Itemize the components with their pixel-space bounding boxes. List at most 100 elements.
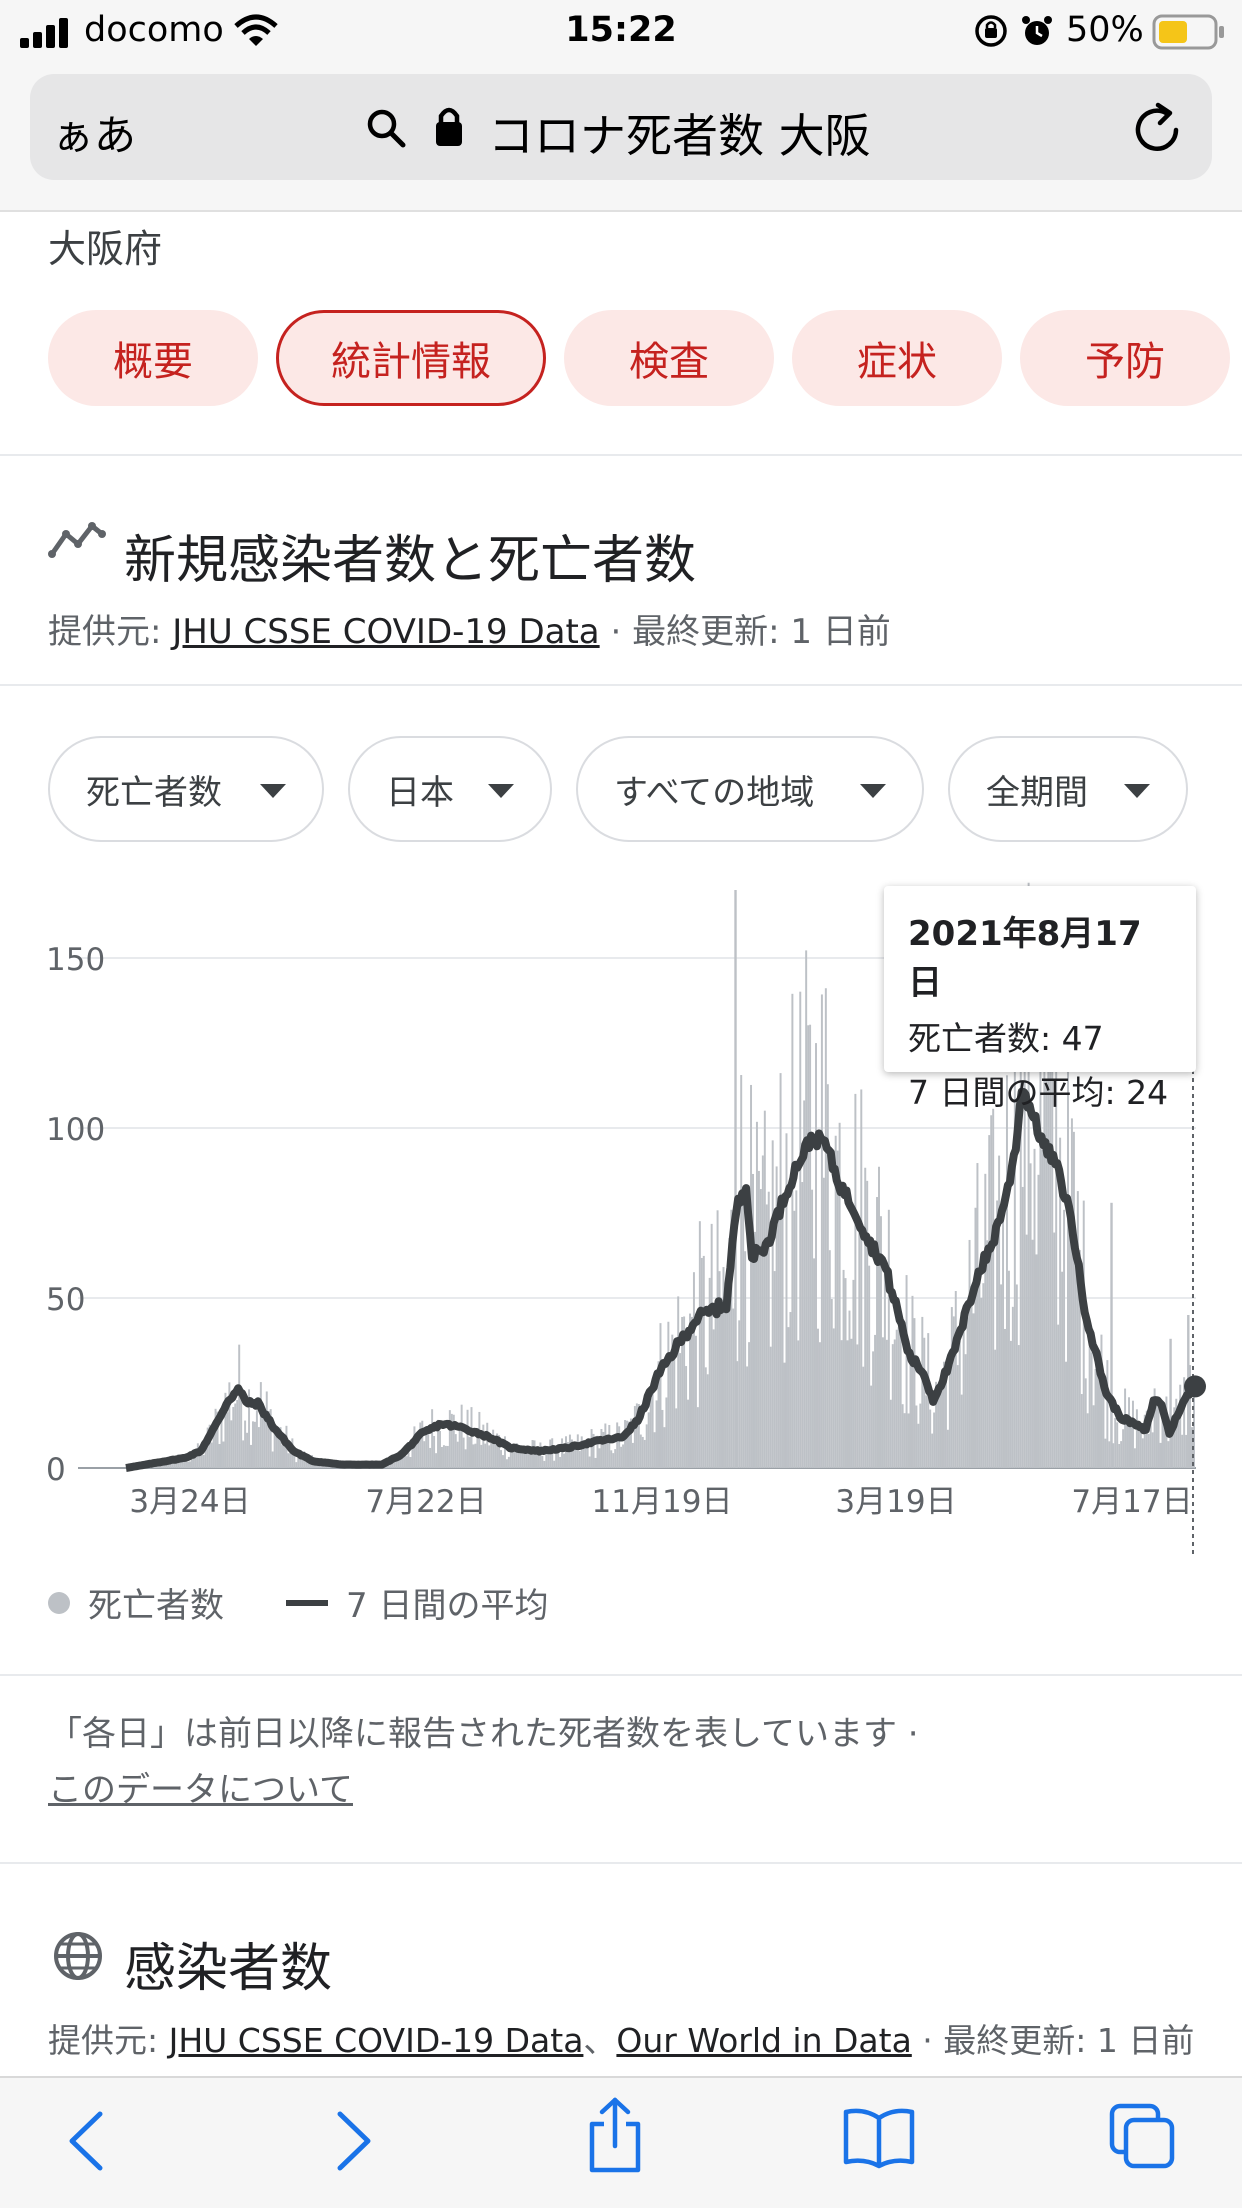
daily-bar	[618, 1426, 621, 1468]
daily-bar	[218, 1443, 221, 1468]
daily-bar	[620, 1446, 623, 1468]
daily-bar	[939, 1392, 942, 1468]
chip-testing[interactable]: 検査	[564, 310, 774, 406]
daily-bar	[440, 1446, 443, 1468]
daily-bar	[610, 1450, 613, 1468]
metric-dropdown[interactable]: 死亡者数	[48, 736, 324, 842]
daily-bar	[1145, 1410, 1148, 1468]
chip-statistics[interactable]: 統計情報	[276, 310, 546, 406]
daily-bar	[1155, 1401, 1158, 1468]
cases-source-link-jhu[interactable]: JHU CSSE COVID-19 Data	[168, 2021, 584, 2060]
browser-toolbar	[0, 2076, 1242, 2208]
trend-line-icon	[48, 522, 106, 558]
daily-bar	[411, 1442, 414, 1468]
chip-overview[interactable]: 概要	[48, 310, 258, 406]
daily-bar	[511, 1448, 514, 1468]
daily-bar	[596, 1435, 599, 1468]
tabs-icon[interactable]	[1108, 2102, 1178, 2172]
daily-bar	[726, 1303, 729, 1468]
daily-bar	[395, 1458, 398, 1468]
daily-bar-spike	[1169, 1338, 1172, 1468]
daily-bar	[659, 1323, 662, 1468]
reader-options-button[interactable]: ぁあ	[52, 111, 137, 160]
daily-bar	[523, 1450, 526, 1468]
daily-bar	[755, 1121, 758, 1468]
daily-bar	[468, 1437, 471, 1468]
daily-bar	[1149, 1408, 1152, 1468]
daily-bar	[255, 1410, 258, 1468]
bookmarks-icon[interactable]	[842, 2106, 916, 2170]
chip-prevention[interactable]: 予防	[1020, 310, 1230, 406]
daily-bar	[781, 1216, 784, 1468]
daily-bar	[257, 1427, 260, 1468]
daily-bar	[281, 1445, 284, 1468]
legend-avg-swatch	[286, 1599, 328, 1606]
lock-icon	[436, 107, 462, 146]
chip-symptoms[interactable]: 症状	[792, 310, 1002, 406]
daily-bar	[655, 1400, 658, 1468]
daily-bar	[946, 1429, 949, 1468]
browser-bar: ぁあ コロナ死者数 大阪	[0, 66, 1242, 212]
daily-bar	[529, 1454, 532, 1468]
daily-bar	[720, 1311, 723, 1468]
cases-updated-text: · 最終更新: 1 日前	[911, 2021, 1195, 2060]
country-dropdown[interactable]: 日本	[348, 736, 552, 842]
daily-bar	[1072, 1131, 1075, 1468]
divider	[0, 1674, 1242, 1676]
daily-bar	[921, 1316, 924, 1468]
daily-bar	[624, 1420, 627, 1468]
forward-icon[interactable]	[332, 2108, 376, 2174]
daily-bar	[677, 1296, 680, 1468]
daily-bar	[836, 1150, 839, 1468]
hover-dot	[1184, 1375, 1206, 1398]
daily-bar	[724, 1299, 727, 1468]
daily-bar	[515, 1443, 518, 1468]
daily-bar	[998, 1155, 1001, 1468]
daily-bar	[740, 1075, 743, 1468]
daily-bar	[490, 1436, 493, 1468]
daily-bar	[850, 1338, 853, 1468]
daily-bar	[919, 1403, 922, 1468]
source-link[interactable]: JHU CSSE COVID-19 Data	[172, 612, 600, 652]
daily-bar	[250, 1444, 252, 1468]
reload-icon[interactable]	[1132, 100, 1184, 156]
about-data-link[interactable]: このデータについて	[48, 1770, 353, 1810]
daily-bar	[616, 1422, 619, 1468]
region-dropdown[interactable]: すべての地域	[576, 736, 924, 842]
daily-bar	[990, 1115, 993, 1468]
period-dropdown[interactable]: 全期間	[948, 736, 1188, 842]
daily-bar	[460, 1404, 463, 1468]
daily-bar	[785, 1133, 788, 1468]
daily-bar	[555, 1451, 558, 1468]
daily-bar	[954, 1290, 957, 1468]
daily-bar	[712, 1329, 715, 1468]
battery-icon	[1152, 14, 1224, 50]
daily-bar	[986, 1240, 989, 1468]
daily-bar	[222, 1441, 225, 1468]
url-bar[interactable]: ぁあ コロナ死者数 大阪	[30, 74, 1212, 180]
daily-bar	[665, 1397, 668, 1468]
daily-bar	[214, 1408, 217, 1468]
back-icon[interactable]	[64, 2108, 108, 2174]
deaths-chart[interactable]: 0 50 100 150 3月24日 7月22日 11月19日 3月19日 7月17日	[0, 870, 1242, 1570]
daily-bar	[866, 1180, 869, 1468]
cases-source-link-owid[interactable]: Our World in Data	[616, 2021, 912, 2060]
daily-bar	[565, 1436, 567, 1468]
daily-bar	[692, 1272, 695, 1468]
daily-bar	[183, 1459, 186, 1468]
globe-icon	[54, 1932, 102, 1980]
daily-bar	[1094, 1369, 1097, 1468]
daily-bar	[988, 1135, 991, 1468]
daily-bar	[224, 1392, 227, 1468]
daily-bar	[435, 1453, 438, 1468]
daily-bar	[502, 1455, 504, 1468]
daily-bar	[431, 1409, 434, 1468]
daily-bar	[212, 1428, 215, 1468]
daily-bar	[746, 1366, 749, 1468]
daily-bar	[813, 1258, 816, 1468]
daily-bar	[629, 1418, 632, 1468]
daily-bar	[417, 1437, 420, 1468]
cases-source-prefix: 提供元:	[48, 2021, 169, 2060]
share-icon[interactable]	[584, 2096, 646, 2174]
daily-bar	[202, 1454, 205, 1468]
